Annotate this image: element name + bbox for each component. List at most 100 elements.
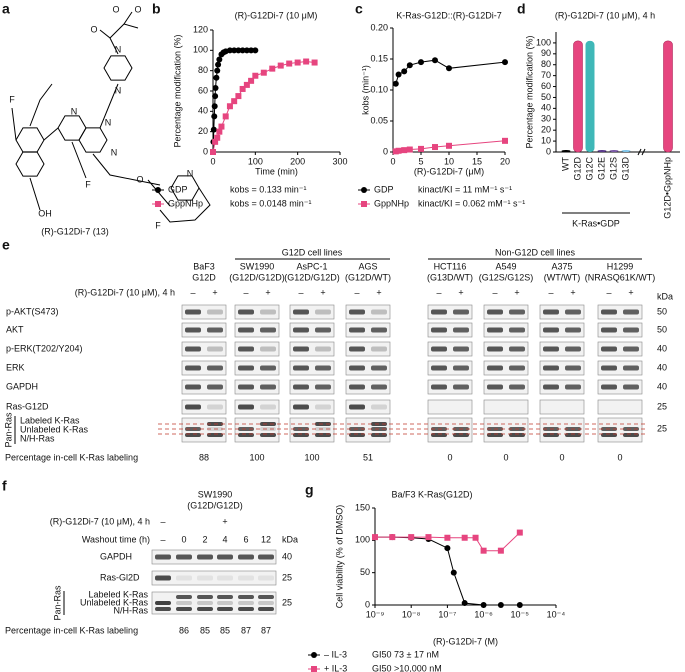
band: [565, 365, 581, 371]
band: [509, 384, 525, 390]
column-name: SW1990: [240, 261, 275, 271]
marker: [444, 545, 451, 552]
band: [238, 384, 254, 390]
y-tick-label: 50: [541, 92, 551, 102]
treatment-minus: –: [492, 287, 497, 297]
blot: [289, 322, 335, 338]
marker: [222, 113, 229, 120]
marker: [218, 123, 225, 130]
marker: [216, 56, 223, 63]
marker: [401, 147, 408, 154]
kda-header: kDa: [282, 534, 298, 544]
panel-letter: b: [152, 1, 161, 17]
band: [238, 346, 254, 352]
marker: [311, 59, 318, 66]
band: [543, 384, 559, 390]
group-label: Non-G12D cell lines: [495, 247, 576, 257]
atom-label: N: [115, 44, 122, 54]
y-axis-label: Cell viability (% of DMSO): [334, 505, 344, 609]
kda-value: 25: [657, 423, 667, 433]
marker: [212, 93, 219, 100]
blot: [539, 322, 585, 338]
marker: [502, 137, 508, 144]
marker: [211, 103, 218, 110]
band: [601, 346, 617, 352]
ring: [170, 175, 200, 201]
labeling-value: 51: [363, 452, 373, 462]
atom-label: N: [115, 85, 122, 95]
cell-line: SW1990: [198, 489, 233, 499]
band: [293, 309, 309, 315]
band: [453, 433, 469, 437]
row-label: GAPDH: [6, 381, 38, 391]
band-label: N/H-Ras: [20, 433, 55, 443]
band: [601, 309, 617, 315]
band: [217, 575, 233, 581]
treatment-plus: +: [458, 287, 463, 297]
marker: [216, 128, 223, 135]
band: [565, 309, 581, 315]
band: [176, 601, 192, 605]
band: [315, 346, 331, 352]
treatment-plus: +: [265, 287, 270, 297]
legend-annotation: kinact/KI = 0.062 mM⁻¹ s⁻¹: [418, 198, 525, 208]
band: [260, 346, 276, 352]
atom-label: O: [134, 4, 141, 14]
labeling-value: 87: [241, 625, 251, 635]
band: [453, 309, 469, 315]
band: [238, 327, 254, 333]
marker: [260, 69, 267, 76]
row-label: p-ERK(T202/Y204): [6, 343, 83, 353]
chart-title: (R)-G12Di-7 (10 μM): [235, 10, 318, 20]
kda-value: 40: [282, 551, 292, 561]
marker: [248, 77, 255, 84]
band: [349, 346, 365, 352]
bar: [561, 150, 571, 152]
x-tick-label: G12D•GppNHp: [662, 157, 672, 219]
marker: [446, 142, 452, 149]
atom-label: N: [105, 117, 112, 127]
column-genotype: (G13D/WT): [427, 272, 473, 282]
band: [238, 575, 254, 581]
blot: [345, 379, 391, 395]
y-tick-label: 0.10: [370, 84, 388, 94]
blot: [151, 549, 277, 565]
band: [260, 427, 276, 431]
band: [315, 384, 331, 390]
atom-label: N: [71, 106, 78, 116]
band-label: Unlabeled K-Ras: [20, 424, 89, 434]
blot: [483, 379, 529, 395]
atom-label: N: [187, 168, 194, 178]
band: [155, 554, 171, 560]
band: [565, 433, 581, 437]
y-tick-label: 0.05: [370, 115, 388, 125]
marker: [213, 74, 220, 81]
x-tick-label: 10⁻⁵: [511, 609, 530, 619]
band: [371, 309, 387, 315]
labeling-value: 100: [249, 452, 264, 462]
blot: [427, 341, 473, 357]
y-axis-label: Percentage modification (%): [524, 35, 534, 148]
labeling-value: 100: [304, 452, 319, 462]
column-genotype: (WT/WT): [544, 272, 580, 282]
column-name: A549: [495, 261, 516, 271]
marker: [210, 126, 217, 133]
band: [197, 601, 213, 605]
band: [238, 607, 254, 611]
band: [197, 575, 213, 581]
band: [453, 384, 469, 390]
y-tick-label: 20: [198, 126, 208, 136]
column-genotype: (G12S/G12S): [479, 272, 534, 282]
treatment-minus: –: [354, 287, 359, 297]
ring: [57, 115, 87, 141]
band: [487, 365, 503, 371]
band: [185, 309, 201, 315]
marker: [252, 72, 259, 79]
band: [543, 346, 559, 352]
washout-value: 12: [261, 534, 271, 544]
band: [509, 309, 525, 315]
x-tick-label: 10⁻⁶: [474, 609, 493, 619]
kda-value: 40: [657, 362, 667, 372]
y-tick-label: 70: [541, 70, 551, 80]
x-tick-label: 100: [248, 156, 263, 166]
